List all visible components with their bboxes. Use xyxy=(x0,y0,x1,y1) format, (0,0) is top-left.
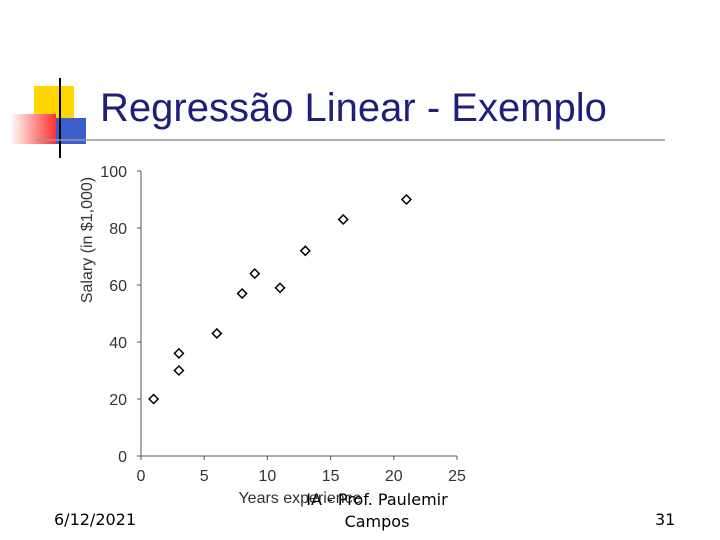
page-number: 31 xyxy=(655,510,676,529)
y-axis-label: Salary (in $1,000) xyxy=(79,177,96,303)
data-point xyxy=(274,282,286,294)
slide-title: Regressão Linear - Exemplo xyxy=(100,86,607,130)
footer-date: 6/12/2021 xyxy=(54,510,137,529)
y-tick-label: 60 xyxy=(109,278,127,295)
footer-author: IA - Prof. Paulemir Campos xyxy=(306,490,448,531)
x-tick-label: 0 xyxy=(137,468,146,485)
y-tick-label: 40 xyxy=(109,335,127,352)
data-point xyxy=(299,245,311,257)
y-tick-label: 80 xyxy=(109,221,127,238)
data-point xyxy=(173,347,185,359)
data-point xyxy=(236,287,248,300)
data-point xyxy=(400,193,413,206)
y-tick-label: 0 xyxy=(118,449,127,466)
x-tick-label: 20 xyxy=(385,468,403,485)
data-point xyxy=(249,268,261,280)
x-axis-label: Years experience xyxy=(238,490,361,507)
x-tick-label: 5 xyxy=(200,468,209,485)
x-tick-label: 15 xyxy=(322,468,340,485)
x-tick-label: 10 xyxy=(259,468,277,485)
red-gradient xyxy=(10,114,56,144)
data-point xyxy=(148,393,160,405)
y-tick-label: 100 xyxy=(100,164,127,181)
data-point xyxy=(337,213,349,226)
y-tick-label: 20 xyxy=(109,392,127,409)
data-point xyxy=(211,327,223,340)
data-point xyxy=(173,364,185,377)
x-tick-label: 25 xyxy=(448,468,466,485)
